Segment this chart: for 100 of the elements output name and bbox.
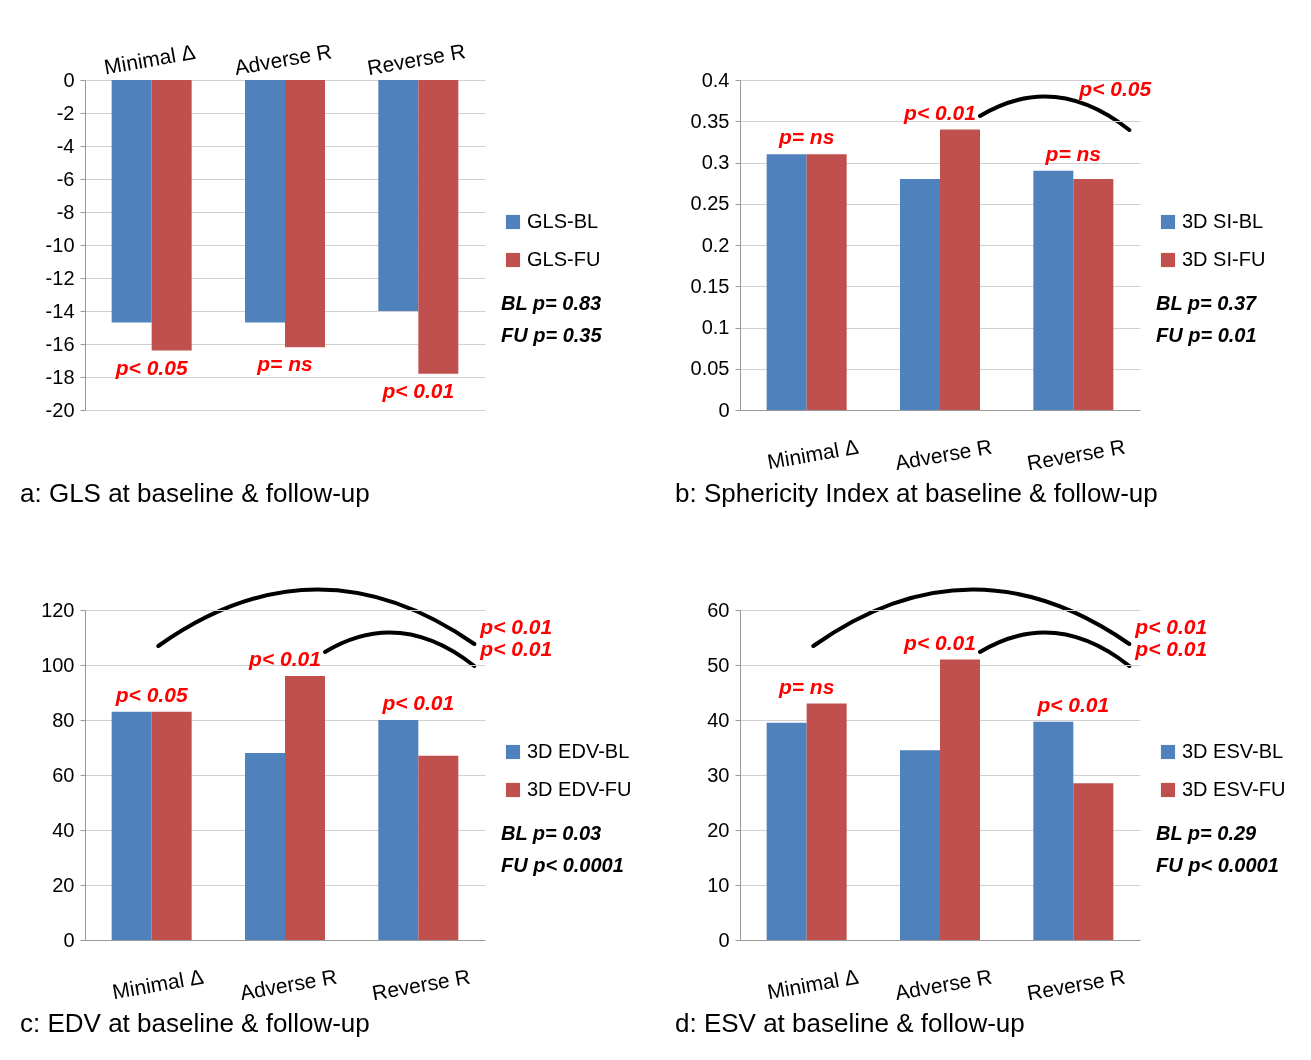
annotation: p= ns [256,352,313,376]
bar [806,703,847,940]
y-tick-label: 0 [718,398,730,421]
legend-label: 3D SI-BL [1182,210,1264,232]
y-tick-label: 120 [41,598,75,621]
annotation: p< 0.01 [1134,615,1208,638]
annotation: p< 0.01 [381,378,455,402]
x-tick-label: Adverse R [893,964,994,1005]
y-tick-label: 20 [707,818,730,841]
annotation: p< 0.01 [479,637,553,660]
legend-label: 3D ESV-BL [1182,740,1284,762]
text: BL p= 0.83 [501,292,602,314]
bar [285,676,325,940]
y-tick-label: -2 [56,101,75,124]
x-tick-label: Minimal Δ [102,39,198,79]
annotation: p< 0.01 [479,615,553,638]
x-tick-label: Minimal Δ [110,964,206,1004]
annotation: p= ns [1044,141,1102,165]
y-tick-label: 0.35 [690,109,730,132]
bar [1033,721,1074,940]
y-tick-label: 0.4 [701,68,730,91]
y-tick-label: 40 [707,708,730,731]
annotation: p< 0.05 [114,355,188,379]
legend-label: 3D ESV-FU [1182,778,1286,800]
bar [1073,783,1114,940]
annotation: p< 0.05 [114,682,188,706]
annotation: p< 0.01 [248,647,321,670]
text: FU p< 0.0001 [501,854,624,876]
y-tick-label: -4 [56,134,75,157]
bar [151,711,192,940]
y-tick-label: -6 [56,167,75,190]
y-tick-label: -20 [45,398,75,421]
text: b: Sphericity Index at baseline & follow-up [675,478,1158,509]
y-tick-label: 80 [52,708,75,731]
x-tick-label: Reverse R [1025,964,1127,1005]
x-tick-label: Minimal Δ [765,964,861,1004]
legend-label: 3D EDV-FU [527,778,632,800]
bar [940,129,980,410]
y-tick-label: 40 [52,818,75,841]
bar [766,154,807,410]
y-tick-label: 100 [41,653,75,676]
y-tick-label: 0.05 [690,357,730,380]
text: FU p= 0.35 [501,324,603,346]
annotation: p< 0.05 [1078,77,1152,100]
y-tick-label: 0.2 [701,233,730,256]
y-tick-label: 50 [707,653,730,676]
bar [378,720,419,940]
bar [940,659,980,940]
legend-label: 3D EDV-BL [527,740,630,762]
annotation: p< 0.01 [381,691,455,714]
y-tick-label: -8 [56,200,75,223]
legend-label: GLS-FU [527,248,601,270]
y-tick-label: -16 [45,332,75,355]
bar [900,179,940,410]
legend-label: 3D SI-FU [1182,248,1266,270]
y-tick-label: -14 [45,299,75,322]
y-tick-label: 0.15 [690,274,730,297]
text: BL p= 0.29 [1156,822,1258,844]
annotation: p< 0.01 [903,100,976,124]
x-tick-label: Reverse R [365,39,468,80]
text: FU p< 0.0001 [1156,854,1279,876]
y-tick-label: 0 [718,928,730,951]
legend-label: GLS-BL [527,210,599,232]
text: d: ESV at baseline & follow-up [675,1008,1025,1039]
text: c: EDV at baseline & follow-up [20,1008,370,1039]
x-tick-label: Adverse R [232,39,334,80]
x-tick-label: Adverse R [893,434,994,475]
y-tick-label: -10 [45,233,75,256]
bar [245,753,285,940]
annotation: p= ns [777,674,835,698]
x-tick-label: Minimal Δ [765,434,861,474]
y-tick-label: -18 [45,365,75,388]
text: a: GLS at baseline & follow-up [20,478,370,509]
annotation: p= ns [777,125,835,149]
bar [806,154,847,410]
y-tick-label: 30 [707,763,730,786]
bar [418,755,459,940]
annotation: p< 0.01 [1134,637,1208,660]
text: BL p= 0.03 [501,822,602,844]
annotation: p< 0.01 [1036,692,1110,716]
x-tick-label: Adverse R [238,964,339,1005]
bar [766,722,807,940]
y-tick-label: 60 [707,598,730,621]
bar [111,711,152,940]
bar [1073,179,1114,410]
y-tick-label: 0.3 [701,151,730,173]
x-tick-label: Reverse R [1025,434,1127,475]
y-tick-label: 0.1 [701,316,730,338]
text: BL p= 0.37 [1156,292,1258,314]
y-tick-label: 10 [707,873,730,896]
text: FU p= 0.01 [1156,324,1257,346]
bar [900,750,940,940]
x-tick-label: Reverse R [370,964,472,1005]
y-tick-label: 0 [63,928,75,951]
y-tick-label: -12 [45,266,75,289]
annotation: p< 0.01 [903,630,976,654]
y-tick-label: 0 [63,68,75,91]
y-tick-label: 20 [52,873,75,896]
bar [1033,170,1074,410]
y-tick-label: 60 [52,763,75,786]
